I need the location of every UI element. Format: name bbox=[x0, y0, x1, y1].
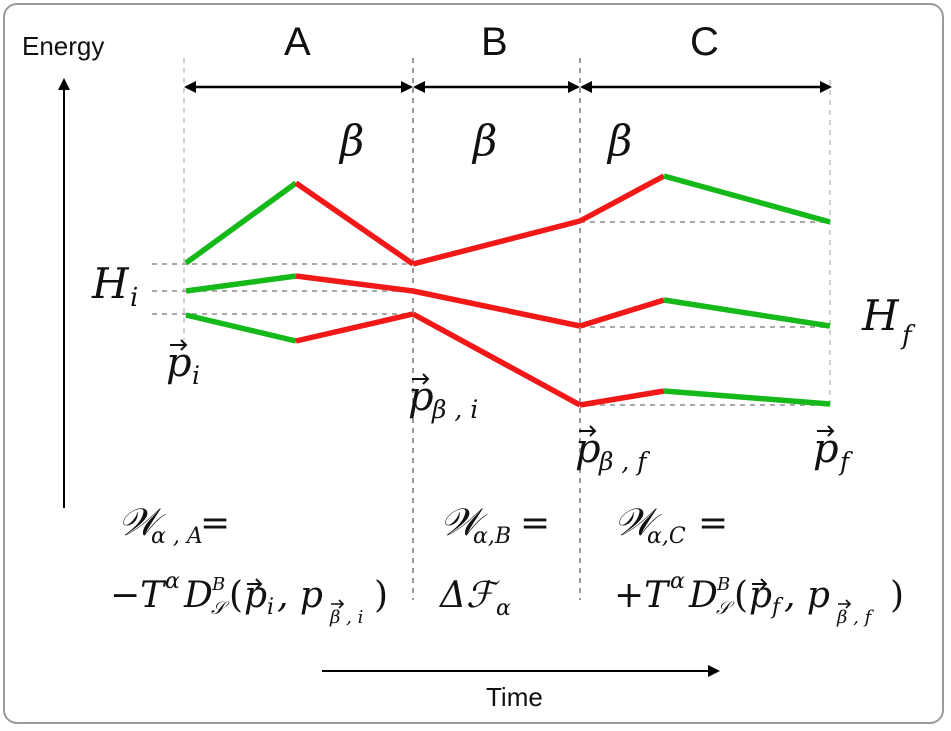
vector-arrow-icon bbox=[817, 425, 835, 437]
hamiltonian-initial-sub: i bbox=[130, 283, 138, 313]
work-equation-c: 𝒲 α,C = +T α D B 𝒮 ( p f , p β , f ) bbox=[614, 500, 904, 628]
state-p-beta-i-symbol: p bbox=[408, 374, 434, 420]
level-top-phase-c-rise bbox=[578, 173, 666, 224]
work-a-alpha: α bbox=[165, 569, 180, 594]
work-a-close-paren: ) bbox=[374, 575, 388, 616]
level-top-phase-c-fall bbox=[663, 173, 831, 225]
work-b-sub: α,B bbox=[473, 524, 511, 549]
level-bottom-phase-c-fall bbox=[663, 388, 831, 407]
work-a-temperature: −T bbox=[110, 575, 167, 616]
work-b-free-energy-sub: α bbox=[496, 596, 511, 621]
phase-b-label: B bbox=[481, 20, 508, 64]
diagram-frame bbox=[3, 3, 944, 724]
energy-axis-label: Energy bbox=[22, 31, 104, 61]
work-c-d-sub: 𝒮 bbox=[716, 598, 735, 619]
work-c-d-sup: B bbox=[716, 574, 730, 595]
vector-arrow-icon bbox=[170, 339, 188, 351]
level-bottom-phase-a-fall bbox=[185, 312, 297, 344]
work-a-arg2: , p bbox=[277, 575, 323, 616]
work-b-free-energy: Δℱ bbox=[438, 575, 500, 616]
hamiltonian-initial-label: H i bbox=[91, 259, 138, 313]
work-a-equals: = bbox=[200, 503, 230, 544]
state-p-f-sub: f bbox=[838, 447, 853, 476]
level-top-phase-b bbox=[412, 218, 581, 267]
work-c-divergence: D bbox=[688, 575, 718, 616]
state-p-beta-f-sub: β , f bbox=[598, 447, 650, 476]
work-c-alpha: α bbox=[670, 569, 685, 594]
state-p-beta-f-label: p β , f bbox=[575, 425, 650, 476]
level-mid-phase-a-rise bbox=[185, 273, 297, 294]
state-p-beta-i-sub: β , i bbox=[431, 395, 478, 424]
level-mid-phase-b bbox=[412, 288, 581, 329]
work-c-temperature: +T bbox=[614, 575, 671, 616]
phase-c-label: C bbox=[690, 20, 719, 64]
state-p-i-sub: i bbox=[192, 361, 200, 390]
hamiltonian-final-sub: f bbox=[900, 321, 916, 351]
phase-a-label: A bbox=[284, 20, 311, 64]
work-equation-a: 𝒲 α , A = −T α D B 𝒮 ( p i , p β , i ) bbox=[110, 500, 388, 628]
work-a-arg1-sub: i bbox=[267, 595, 274, 620]
work-equation-b: 𝒲 α,B = Δℱ α bbox=[438, 500, 550, 621]
level-top-phase-a-rise bbox=[184, 180, 298, 266]
level-bottom-phase-a-rise bbox=[295, 311, 414, 344]
level-mid-phase-c-fall bbox=[663, 297, 831, 329]
state-p-beta-i-label: p β , i bbox=[408, 373, 478, 424]
work-c-equals: = bbox=[698, 503, 728, 544]
work-b-equals: = bbox=[520, 503, 550, 544]
hamiltonian-final-symbol: H bbox=[861, 291, 900, 340]
work-a-arg1: p bbox=[244, 575, 267, 616]
state-p-i-label: p i bbox=[166, 339, 200, 390]
vector-arrow-icon bbox=[412, 373, 430, 385]
work-a-sub: α , A bbox=[151, 524, 203, 549]
level-bottom-phase-b bbox=[411, 311, 582, 408]
hamiltonian-initial-symbol: H bbox=[91, 259, 130, 308]
work-c-arg2: , p bbox=[784, 575, 830, 616]
level-mid-phase-a-fall bbox=[295, 273, 414, 294]
work-c-arg1: p bbox=[749, 575, 772, 616]
work-a-d-sub: 𝒮 bbox=[211, 598, 230, 619]
work-c-close-paren: ) bbox=[890, 575, 904, 616]
vector-arrow-icon bbox=[752, 578, 768, 590]
phase-a-beta: β bbox=[338, 116, 364, 165]
work-c-open-paren: ( bbox=[734, 575, 748, 616]
state-p-beta-f-symbol: p bbox=[575, 426, 601, 472]
state-p-f-label: p f bbox=[813, 425, 853, 476]
level-bottom-phase-c-rise bbox=[579, 388, 665, 408]
level-top-phase-a-fall bbox=[294, 180, 415, 267]
state-p-f-symbol: p bbox=[813, 426, 839, 472]
vector-arrow-icon bbox=[247, 578, 263, 590]
work-a-divergence: D bbox=[183, 575, 213, 616]
level-mid-phase-c-rise bbox=[579, 297, 665, 329]
phase-b-beta: β bbox=[471, 116, 497, 165]
hamiltonian-final-label: H f bbox=[861, 291, 916, 351]
work-c-arg1-sub: f bbox=[770, 595, 784, 620]
time-axis-label: Time bbox=[486, 682, 543, 712]
vector-arrow-icon bbox=[838, 599, 852, 609]
phase-c-beta: β bbox=[606, 116, 632, 165]
vector-arrow-icon bbox=[579, 425, 597, 437]
state-p-i-symbol: p bbox=[166, 340, 192, 386]
work-a-arg2-sub: β , i bbox=[329, 607, 363, 628]
work-c-arg2-sub: β , f bbox=[836, 607, 875, 628]
work-a-open-paren: ( bbox=[229, 575, 243, 616]
work-c-sub: α,C bbox=[647, 524, 686, 549]
work-a-d-sup: B bbox=[211, 574, 225, 595]
vector-arrow-icon bbox=[331, 599, 345, 609]
